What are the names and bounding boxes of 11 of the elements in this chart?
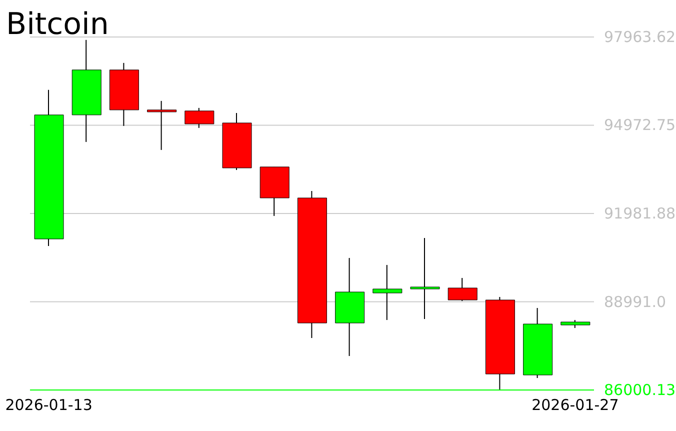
chart-title: Bitcoin (6, 7, 109, 42)
y-tick-label: 97963.62 (604, 28, 676, 46)
candlestick (410, 238, 440, 319)
y-tick-label: 88991.0 (604, 292, 666, 311)
x-tick-label: 2026-01-13 (5, 396, 92, 414)
y-tick-label: 94972.75 (604, 116, 676, 134)
y-tick-label: 91981.88 (604, 204, 676, 222)
candlestick (372, 264, 402, 320)
x-tick-label: 2026-01-27 (532, 396, 619, 414)
y-tick-label: 86000.13 (604, 381, 676, 399)
candlestick (147, 100, 177, 150)
